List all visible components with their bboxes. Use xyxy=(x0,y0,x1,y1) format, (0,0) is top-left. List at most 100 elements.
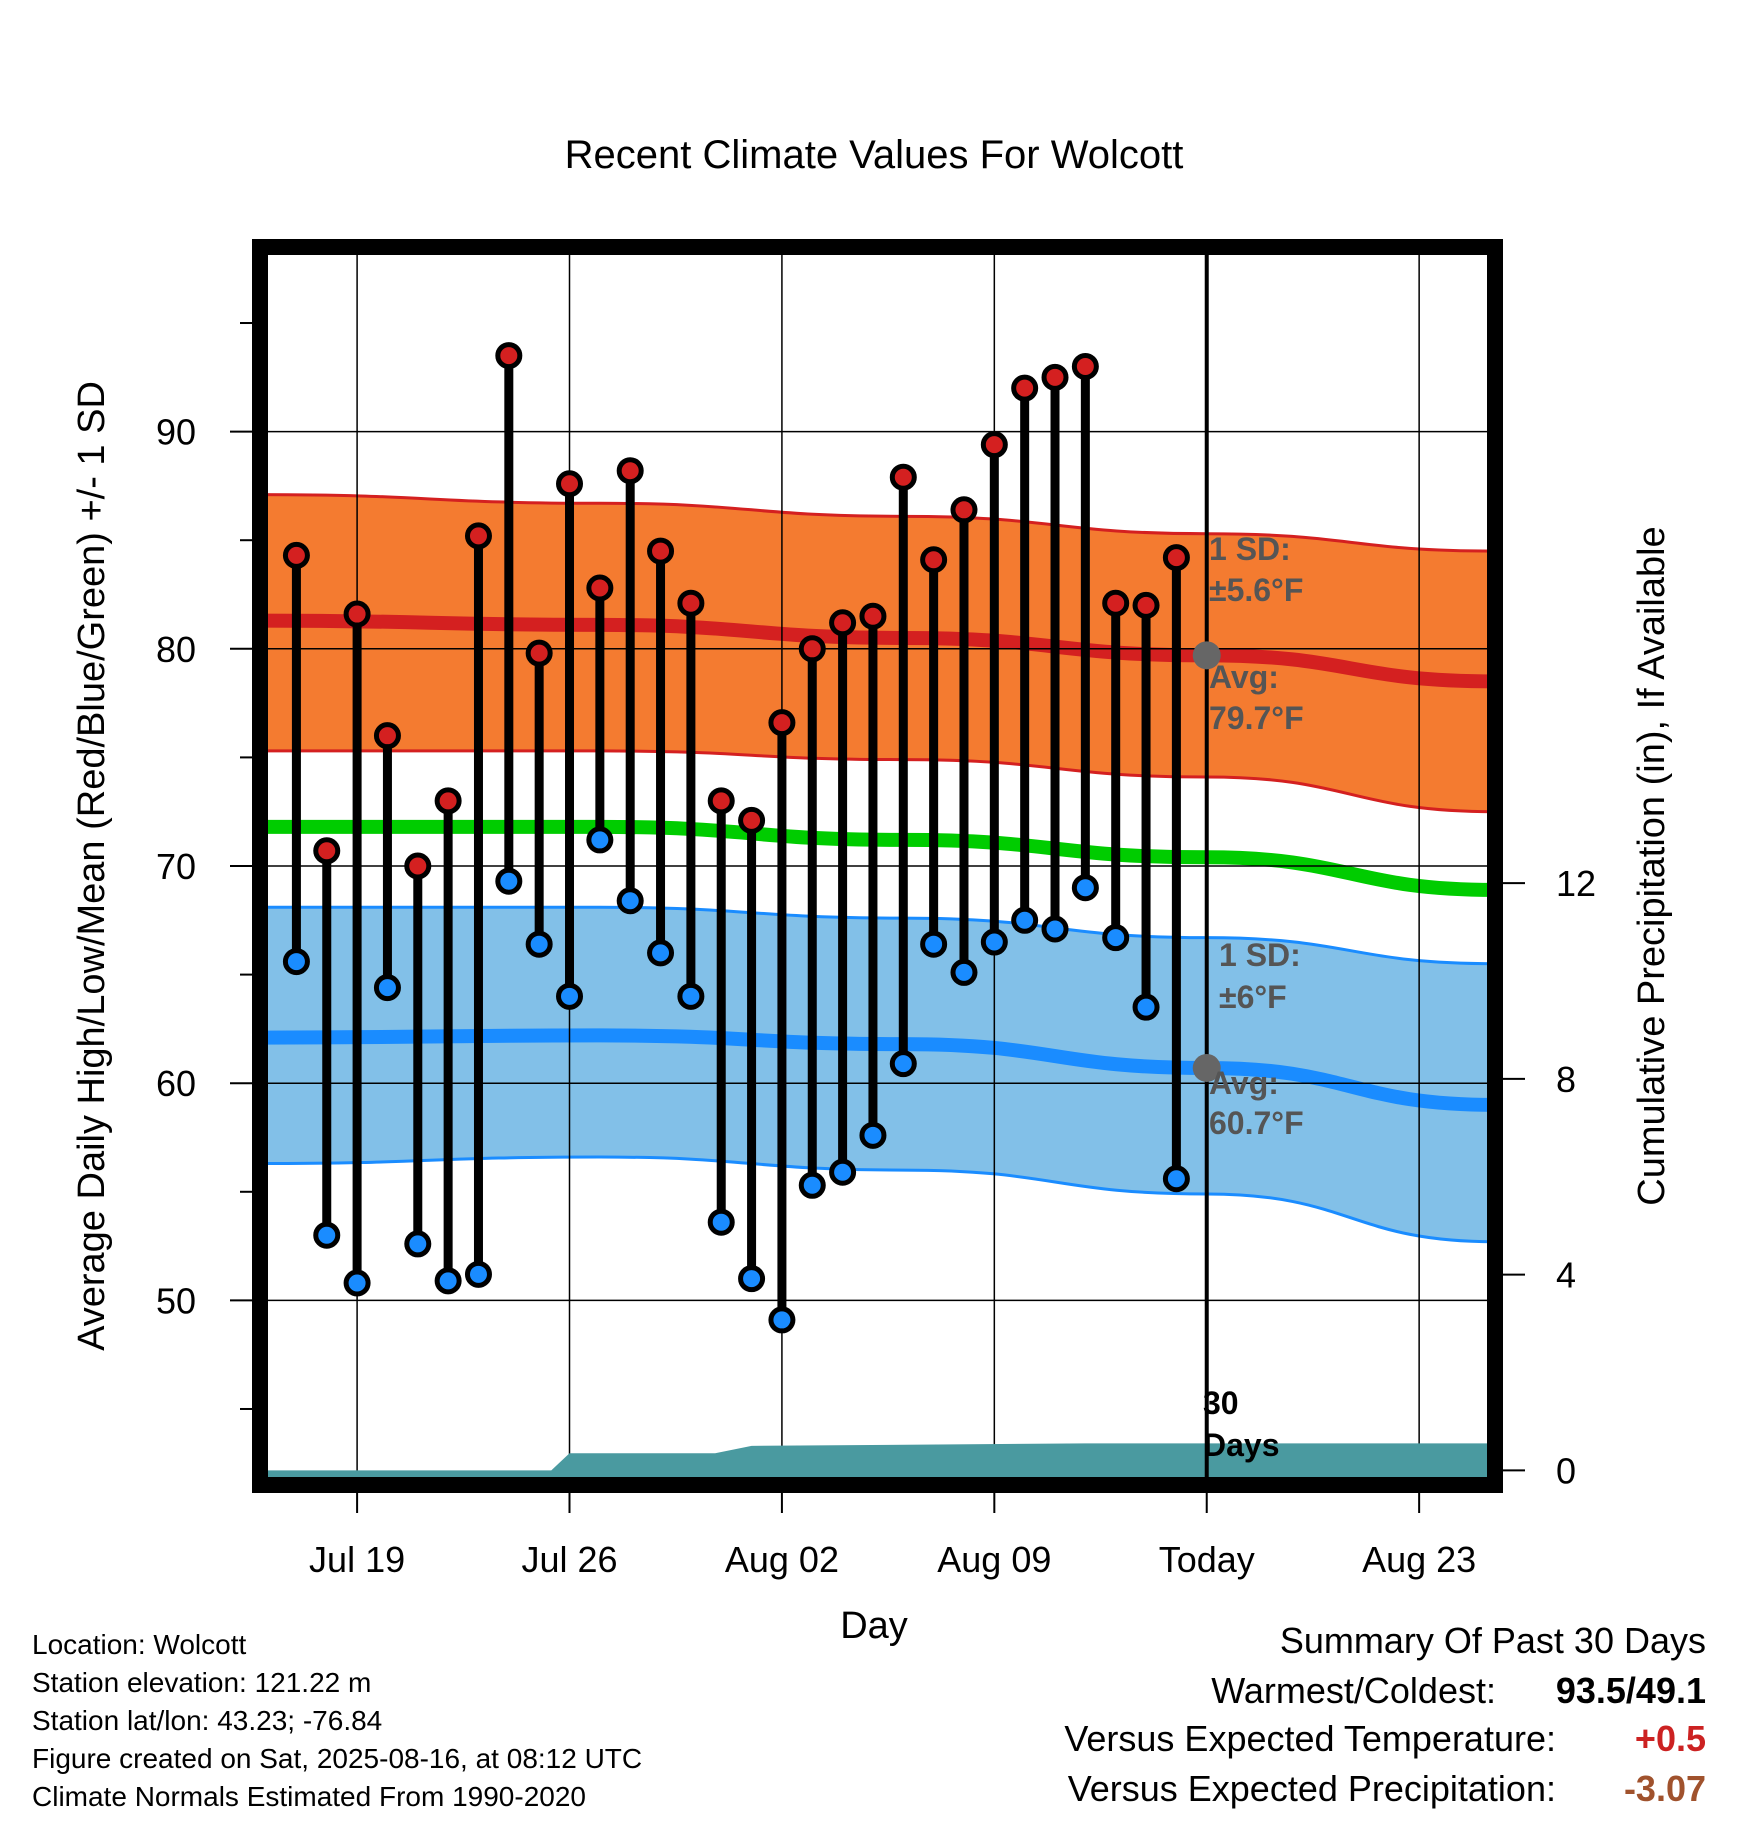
daily-low-point xyxy=(1162,1165,1190,1193)
daily-high-point xyxy=(829,609,857,637)
daily-high-point xyxy=(556,470,584,498)
daily-high-point xyxy=(889,463,917,491)
daily-high-point xyxy=(464,522,492,550)
precip-value: -3.07 xyxy=(1623,1768,1706,1809)
summary-warm-cold: Warmest/Coldest: 93.5/49.1 xyxy=(1211,1670,1706,1712)
daily-temperature-bars xyxy=(282,342,1190,1334)
daily-high-point xyxy=(1011,374,1039,402)
normals-text: Climate Normals Estimated From 1990-2020 xyxy=(32,1781,586,1812)
daily-high-point xyxy=(1041,363,1069,391)
daily-low-point xyxy=(313,1221,341,1249)
daily-low-point xyxy=(768,1306,796,1334)
high-sd-value: ±5.6°F xyxy=(1209,572,1303,608)
x-axis: Jul 19 Jul 26 Aug 02 Aug 09 Today Aug 23 xyxy=(309,1493,1476,1580)
daily-high-point xyxy=(313,837,341,865)
daily-high-point xyxy=(1071,352,1099,380)
temp-value: +0.5 xyxy=(1634,1718,1706,1759)
warm-cold-label: Warmest/Coldest: xyxy=(1211,1670,1496,1711)
daily-low-point xyxy=(464,1260,492,1288)
daily-low-point xyxy=(798,1171,826,1199)
daily-high-point xyxy=(282,541,310,569)
daily-low-point xyxy=(556,982,584,1010)
daily-high-point xyxy=(980,431,1008,459)
temp-label: Versus Expected Temperature: xyxy=(1064,1718,1556,1759)
warm-cold-value: 93.5/49.1 xyxy=(1555,1670,1706,1711)
daily-high-point xyxy=(495,342,523,370)
daily-high-point xyxy=(647,537,675,565)
x-tick-label: Aug 09 xyxy=(937,1539,1051,1580)
daily-low-point xyxy=(889,1050,917,1078)
daily-low-point xyxy=(980,928,1008,956)
y-left-tick-label: 60 xyxy=(156,1063,196,1104)
plot-area: 1 SD: ±5.6°F Avg: 79.7°F 1 SD: ±6°F Avg:… xyxy=(252,239,1503,1493)
daily-low-point xyxy=(616,887,644,915)
station-info: Location: Wolcott Station elevation: 121… xyxy=(32,1626,642,1816)
daily-low-point xyxy=(677,982,705,1010)
low-sd-value: ±6°F xyxy=(1219,979,1287,1015)
created-text: Figure created on Sat, 2025-08-16, at 08… xyxy=(32,1743,643,1774)
today-marker xyxy=(1192,247,1221,1485)
daily-high-point xyxy=(373,722,401,750)
daily-high-point xyxy=(1162,544,1190,572)
x-tick-label: Today xyxy=(1159,1539,1255,1580)
daily-high-point xyxy=(950,496,978,524)
daily-low-point xyxy=(707,1208,735,1236)
y-right-tick-label: 4 xyxy=(1556,1255,1576,1296)
daily-high-point xyxy=(677,589,705,617)
low-sd-label: 1 SD: xyxy=(1219,937,1301,973)
precip-label: Versus Expected Precipitation: xyxy=(1067,1768,1556,1809)
x-tick-label: Aug 02 xyxy=(725,1539,839,1580)
daily-low-point xyxy=(859,1121,887,1149)
summary-precip: Versus Expected Precipitation: -3.07 xyxy=(1068,1768,1706,1810)
daily-high-point xyxy=(920,546,948,574)
y-axis-right: 0 4 8 12 xyxy=(1503,863,1596,1491)
daily-low-point xyxy=(282,948,310,976)
daily-high-point xyxy=(707,787,735,815)
daily-low-point xyxy=(586,826,614,854)
high-avg-label: Avg: xyxy=(1209,659,1279,695)
days-count-label: 30 xyxy=(1203,1385,1239,1421)
latlon-text: Station lat/lon: 43.23; -76.84 xyxy=(32,1705,383,1736)
daily-low-point xyxy=(829,1158,857,1186)
high-sd-label: 1 SD: xyxy=(1209,531,1291,567)
daily-low-point xyxy=(495,867,523,895)
days-word-label: Days xyxy=(1203,1427,1280,1463)
daily-high-point xyxy=(343,600,371,628)
low-avg-value: 60.7°F xyxy=(1209,1105,1304,1141)
cumulative-precip-area xyxy=(260,1443,1495,1485)
daily-low-point xyxy=(1071,874,1099,902)
elevation-text: Station elevation: 121.22 m xyxy=(32,1667,372,1698)
location-text: Location: Wolcott xyxy=(32,1629,247,1660)
daily-high-point xyxy=(434,787,462,815)
y-left-tick-label: 80 xyxy=(156,629,196,670)
daily-low-point xyxy=(950,958,978,986)
daily-low-point xyxy=(525,930,553,958)
y-right-tick-label: 0 xyxy=(1556,1450,1576,1491)
y-left-tick-label: 50 xyxy=(156,1280,196,1321)
daily-high-point xyxy=(1102,589,1130,617)
summary-heading: Summary Of Past 30 Days xyxy=(1279,1620,1706,1661)
x-tick-label: Aug 23 xyxy=(1362,1539,1476,1580)
daily-low-point xyxy=(1011,906,1039,934)
daily-low-point xyxy=(434,1267,462,1295)
y-left-tick-label: 70 xyxy=(156,846,196,887)
high-avg-value: 79.7°F xyxy=(1209,700,1304,736)
daily-low-point xyxy=(1102,924,1130,952)
daily-high-point xyxy=(404,852,432,880)
daily-low-point xyxy=(1041,915,1069,943)
x-axis-title: Day xyxy=(840,1605,908,1647)
y-right-tick-label: 12 xyxy=(1556,863,1596,904)
daily-low-point xyxy=(1132,993,1160,1021)
low-avg-label: Avg: xyxy=(1209,1065,1279,1101)
daily-high-point xyxy=(738,806,766,834)
x-tick-label: Jul 19 xyxy=(309,1539,405,1580)
today-high-avg-marker xyxy=(1192,641,1221,670)
daily-high-point xyxy=(586,574,614,602)
daily-low-point xyxy=(920,930,948,958)
plot-frame xyxy=(252,239,1503,1493)
today-low-avg-marker xyxy=(1192,1053,1221,1082)
precipitation-area xyxy=(260,1443,1495,1485)
daily-low-point xyxy=(373,974,401,1002)
daily-high-point xyxy=(525,639,553,667)
daily-high-point xyxy=(616,457,644,485)
